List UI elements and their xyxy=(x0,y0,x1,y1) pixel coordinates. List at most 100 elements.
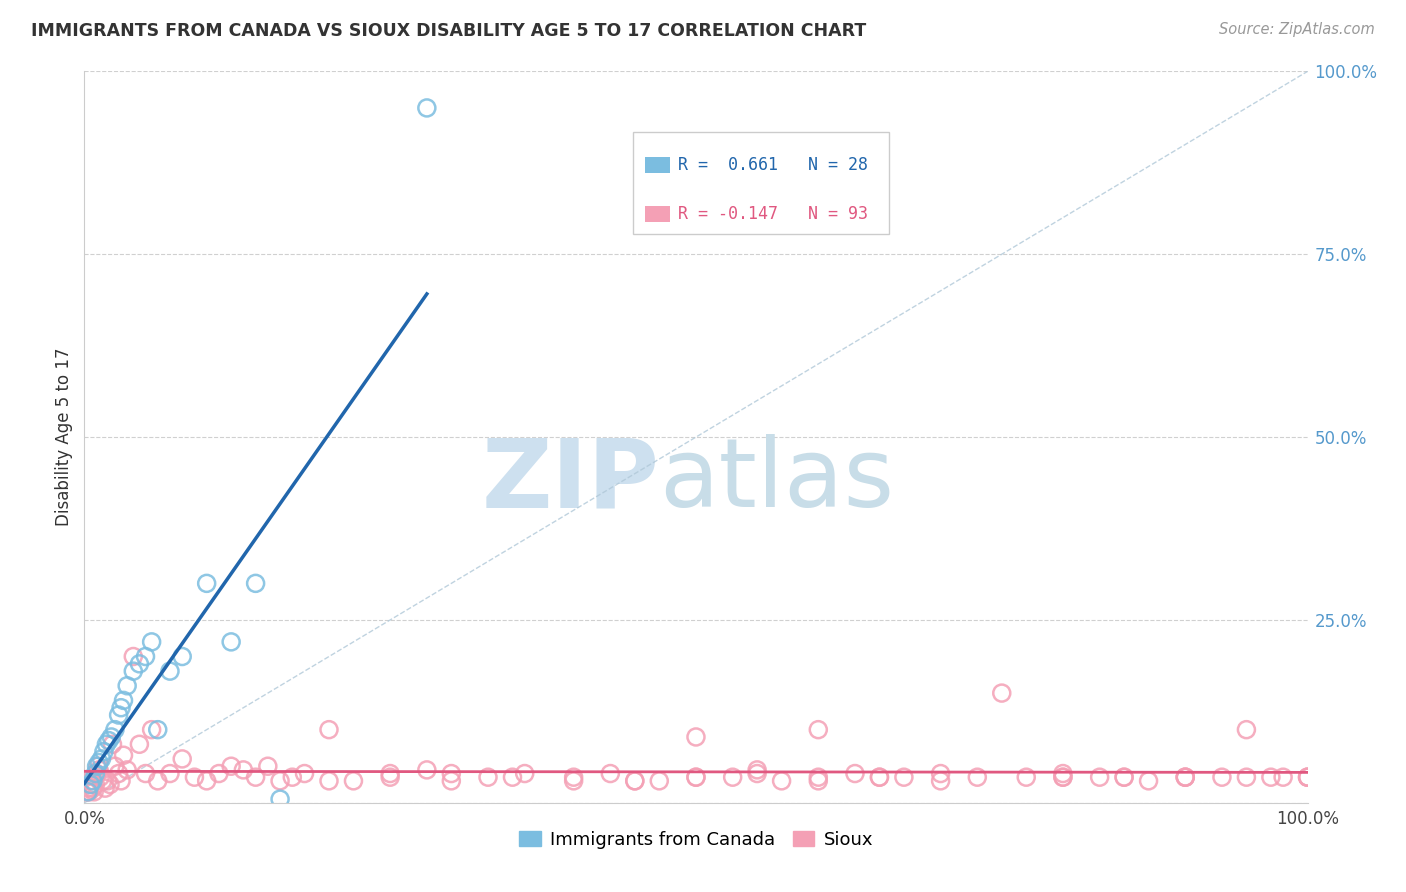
Point xyxy=(269,792,291,806)
Point xyxy=(380,766,402,780)
Point xyxy=(89,770,111,784)
Point xyxy=(966,770,988,784)
Point xyxy=(1174,770,1197,784)
Point xyxy=(269,773,291,788)
Point xyxy=(183,770,205,784)
Point xyxy=(807,770,830,784)
Point xyxy=(82,773,104,788)
Point xyxy=(172,649,194,664)
Point xyxy=(87,756,110,770)
Point xyxy=(159,766,181,780)
Point xyxy=(770,773,793,788)
Point xyxy=(128,737,150,751)
Point xyxy=(107,708,129,723)
Point xyxy=(87,763,110,777)
Point xyxy=(86,759,108,773)
Point xyxy=(502,770,524,784)
Text: Source: ZipAtlas.com: Source: ZipAtlas.com xyxy=(1219,22,1375,37)
Point xyxy=(1114,770,1136,784)
Text: R =  0.661   N = 28: R = 0.661 N = 28 xyxy=(679,156,869,174)
Point xyxy=(807,773,830,788)
Point xyxy=(624,773,647,788)
Point xyxy=(1296,770,1319,784)
Point xyxy=(721,770,744,784)
Point xyxy=(135,649,157,664)
Point xyxy=(96,737,118,751)
Point xyxy=(416,101,439,115)
Point xyxy=(79,778,101,792)
Point xyxy=(1296,770,1319,784)
Point xyxy=(747,763,769,777)
Point xyxy=(599,766,621,780)
Point xyxy=(929,773,952,788)
Point xyxy=(869,770,891,784)
Point xyxy=(1052,766,1074,780)
Point xyxy=(440,766,463,780)
Point xyxy=(104,723,127,737)
Point xyxy=(97,733,120,747)
Point xyxy=(869,770,891,784)
Point xyxy=(342,773,364,788)
Point xyxy=(513,766,536,780)
Point xyxy=(101,737,124,751)
Point xyxy=(562,773,585,788)
Point xyxy=(232,763,254,777)
Point xyxy=(84,778,107,792)
Point xyxy=(141,723,163,737)
Point xyxy=(1236,770,1258,784)
Point xyxy=(112,693,135,707)
Point xyxy=(318,773,340,788)
Point xyxy=(685,770,707,784)
Point xyxy=(112,748,135,763)
Point xyxy=(122,649,145,664)
Point xyxy=(135,766,157,780)
Text: R = -0.147   N = 93: R = -0.147 N = 93 xyxy=(679,205,869,223)
Point xyxy=(90,752,112,766)
Point xyxy=(257,759,280,773)
Point xyxy=(648,773,671,788)
Point xyxy=(195,576,218,591)
Point xyxy=(1015,770,1038,784)
Point xyxy=(991,686,1014,700)
Text: atlas: atlas xyxy=(659,434,894,527)
Point xyxy=(128,657,150,671)
Point xyxy=(245,770,267,784)
Point xyxy=(807,723,830,737)
Text: IMMIGRANTS FROM CANADA VS SIOUX DISABILITY AGE 5 TO 17 CORRELATION CHART: IMMIGRANTS FROM CANADA VS SIOUX DISABILI… xyxy=(31,22,866,40)
Point xyxy=(93,745,115,759)
Point xyxy=(685,730,707,744)
Point xyxy=(929,766,952,780)
Point xyxy=(685,770,707,784)
Point xyxy=(844,766,866,780)
Point xyxy=(80,778,103,792)
Point xyxy=(110,700,132,714)
Point xyxy=(115,679,138,693)
Point xyxy=(562,770,585,784)
Point xyxy=(107,766,129,780)
Point xyxy=(1260,770,1282,784)
Point xyxy=(1114,770,1136,784)
Point xyxy=(281,770,304,784)
Point xyxy=(87,759,110,773)
Point xyxy=(84,766,107,780)
Point xyxy=(98,778,121,792)
Point xyxy=(77,785,100,799)
Point xyxy=(146,723,169,737)
Point xyxy=(97,773,120,788)
Point xyxy=(1211,770,1233,784)
Point xyxy=(195,773,218,788)
Point xyxy=(159,664,181,678)
Text: ZIP: ZIP xyxy=(481,434,659,527)
Point xyxy=(1236,723,1258,737)
Point xyxy=(208,766,231,780)
Point xyxy=(747,766,769,780)
Point xyxy=(1272,770,1295,784)
Point xyxy=(122,664,145,678)
Point xyxy=(380,770,402,784)
Point xyxy=(219,759,242,773)
Point xyxy=(294,766,316,780)
Point xyxy=(94,781,117,796)
Point xyxy=(1052,770,1074,784)
Point xyxy=(76,785,98,799)
Point xyxy=(83,785,105,799)
